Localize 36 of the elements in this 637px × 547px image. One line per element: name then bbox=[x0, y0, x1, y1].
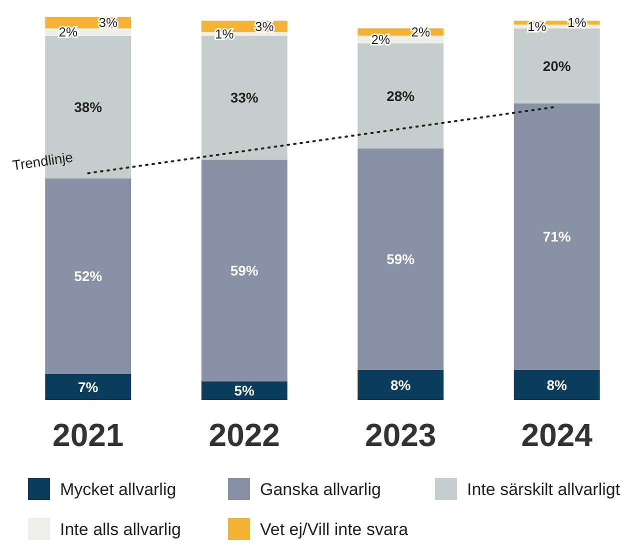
data-label: 59% bbox=[230, 262, 259, 278]
data-label: 71% bbox=[542, 228, 572, 245]
x-tick-label: 2021 bbox=[52, 417, 124, 453]
x-tick-label: 2024 bbox=[521, 417, 593, 453]
data-label: 52% bbox=[74, 268, 103, 284]
data-label: 38% bbox=[74, 99, 103, 116]
bar bbox=[45, 374, 132, 400]
data-label: 3% bbox=[98, 15, 118, 30]
bar bbox=[514, 103, 600, 370]
x-tick-label: 2022 bbox=[208, 417, 280, 453]
bar bbox=[358, 370, 444, 400]
legend-label: Vet ej/Vill inte svara bbox=[260, 520, 409, 539]
data-label: 20% bbox=[542, 58, 572, 74]
legend-label: Ganska allvarlig bbox=[260, 480, 381, 499]
data-label: 7% bbox=[78, 378, 99, 395]
text: Trendlinje bbox=[11, 148, 74, 174]
data-label: 33% bbox=[230, 90, 259, 106]
legend-label: Inte särskilt allvarligt bbox=[467, 480, 620, 499]
data-label: 8% bbox=[546, 376, 568, 393]
data-label: 3% bbox=[254, 18, 274, 34]
data-label: 2% bbox=[371, 32, 390, 47]
bar bbox=[201, 381, 288, 400]
x-tick-label: 2023 bbox=[365, 417, 436, 453]
bar bbox=[358, 148, 444, 370]
data-label: 2% bbox=[58, 24, 78, 40]
legend-label: Inte alls allvarlig bbox=[60, 520, 181, 539]
data-label: 59% bbox=[386, 251, 416, 268]
bar bbox=[201, 160, 288, 382]
bar bbox=[45, 178, 132, 374]
data-label: 5% bbox=[234, 382, 256, 399]
data-label: 28% bbox=[386, 88, 416, 104]
data-label: 8% bbox=[390, 376, 412, 393]
bar bbox=[514, 370, 600, 400]
data-label: 2% bbox=[411, 24, 430, 40]
legend-label: Mycket allvarlig bbox=[60, 480, 176, 499]
bar bbox=[358, 43, 444, 148]
